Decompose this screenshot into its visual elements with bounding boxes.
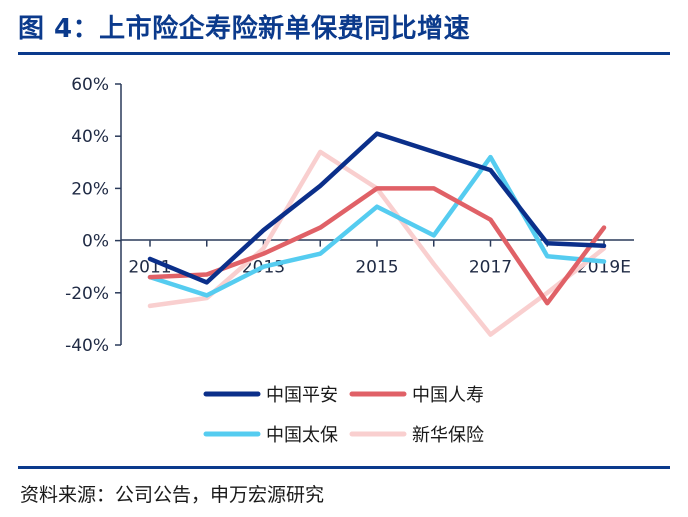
x-tick-label: 2017 xyxy=(469,258,512,278)
y-tick-label: -20% xyxy=(65,284,109,304)
y-tick-label: 0% xyxy=(82,232,109,252)
legend-label: 中国人寿 xyxy=(412,385,484,406)
source-note: 资料来源：公司公告，申万宏源研究 xyxy=(20,484,325,506)
y-tick-label: 60% xyxy=(71,75,109,95)
x-tick-label: 2019E xyxy=(577,258,631,278)
y-ticks: 60% 40% 20% 0% -20% -40% xyxy=(65,75,121,356)
y-tick-label: 40% xyxy=(71,127,109,147)
legend-label: 中国太保 xyxy=(266,425,338,446)
y-tick-label: -40% xyxy=(65,336,109,356)
title-rule xyxy=(18,52,670,55)
y-tick-label: 20% xyxy=(71,179,109,199)
legend-label: 中国平安 xyxy=(266,385,338,406)
legend-label: 新华保险 xyxy=(412,425,484,446)
x-tick-label: 2015 xyxy=(355,258,398,278)
figure-title: 图 4：上市险企寿险新单保费同比增速 xyxy=(18,14,471,44)
series-line-3 xyxy=(147,154,607,298)
series-lines xyxy=(147,131,607,337)
source-rule xyxy=(18,466,670,469)
series-line-1 xyxy=(147,131,607,285)
